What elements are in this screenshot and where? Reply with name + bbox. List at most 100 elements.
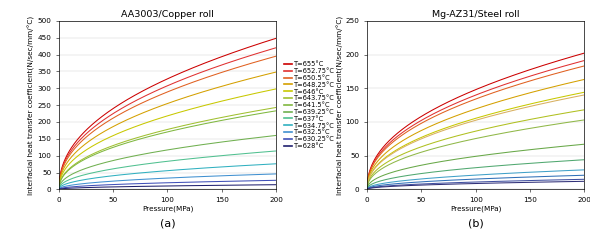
T=630°C (363, 188, 371, 191)
Line: T=605°C: T=605°C (367, 110, 584, 189)
T=632.5°C (233, 174, 240, 177)
Line: T=655°C: T=655°C (59, 38, 276, 189)
T=570°C (575, 178, 582, 181)
T=620°C (542, 75, 549, 78)
T=565°C (481, 182, 488, 185)
T=632.5°C (160, 177, 167, 180)
T=643.75°C (160, 129, 167, 132)
T=605°C (575, 109, 582, 112)
T=615°C (542, 88, 549, 90)
X-axis label: Pressure(MPa): Pressure(MPa) (142, 205, 193, 212)
T=648.25°C (160, 104, 167, 106)
T=646°C (273, 88, 280, 90)
T=600°C (493, 113, 500, 116)
T=634.75°C (55, 188, 63, 191)
T=637°C (173, 159, 180, 162)
T=639.25°C (273, 134, 280, 137)
T=652.75°C (173, 81, 180, 83)
T=646°C (173, 112, 180, 115)
T=605°C (542, 115, 549, 118)
T=639.25°C (233, 139, 240, 141)
T=628°C (159, 185, 166, 187)
T=600°C (467, 121, 474, 123)
T=632.5°C (173, 176, 180, 179)
Text: (b): (b) (468, 219, 483, 229)
T=620°C (581, 65, 588, 67)
T=634.75°C (160, 170, 167, 172)
T=652.75°C (233, 58, 240, 61)
T=585°C (467, 167, 474, 170)
T=648.25°C (273, 71, 280, 73)
Line: T=628°C: T=628°C (59, 185, 276, 189)
T=590°C (467, 156, 474, 158)
T=652.75°C (159, 87, 166, 89)
T=575°C (467, 178, 474, 181)
T=585°C (481, 166, 488, 168)
T=565°C (575, 180, 582, 183)
T=625°C (363, 188, 371, 191)
T=585°C (581, 158, 588, 161)
T=655°C (160, 79, 167, 82)
T=615°C (581, 78, 588, 81)
T=652.75°C (273, 46, 280, 49)
T=610°C (575, 92, 582, 95)
T=605°C (467, 131, 474, 134)
T=565°C (363, 188, 371, 191)
Line: T=648.25°C: T=648.25°C (59, 72, 276, 189)
T=575°C (575, 174, 582, 177)
T=655°C (55, 188, 63, 191)
T=628°C (273, 183, 280, 186)
T=605°C (363, 188, 371, 191)
T=650.5°C (273, 55, 280, 58)
T=628°C (55, 188, 63, 191)
T=628°C (185, 184, 192, 187)
T=655°C (233, 50, 240, 53)
T=590°C (581, 143, 588, 146)
T=639.25°C (185, 145, 192, 148)
T=648.25°C (185, 95, 192, 98)
T=580°C (493, 173, 500, 175)
T=630°C (493, 80, 500, 83)
T=646°C (160, 116, 167, 119)
T=630.25°C (273, 179, 280, 182)
T=632.5°C (159, 177, 166, 180)
T=632.5°C (55, 188, 63, 191)
Line: T=610°C: T=610°C (367, 92, 584, 189)
T=643.75°C (267, 107, 274, 110)
T=605°C (468, 131, 475, 134)
T=650.5°C (267, 56, 274, 59)
T=600°C (363, 188, 371, 191)
T=615°C (493, 101, 500, 104)
T=630°C (467, 91, 474, 93)
T=575°C (363, 188, 371, 191)
Line: T=641.5°C: T=641.5°C (59, 111, 276, 189)
T=652.75°C (160, 86, 167, 89)
Line: T=630.25°C: T=630.25°C (59, 180, 276, 189)
T=655°C (173, 73, 180, 76)
T=650.5°C (159, 93, 166, 95)
T=632.5°C (185, 176, 192, 179)
T=641.5°C (233, 116, 240, 119)
Line: T=615°C: T=615°C (367, 79, 584, 189)
T=585°C (542, 161, 549, 164)
T=639.25°C (267, 135, 274, 137)
T=630.25°C (173, 181, 180, 184)
Y-axis label: Interfacial heat transfer coefficient(N/sec/mm/°C): Interfacial heat transfer coefficient(N/… (336, 15, 343, 195)
T=650.5°C (185, 82, 192, 85)
Text: (a): (a) (160, 219, 175, 229)
T=630.25°C (55, 188, 63, 191)
T=570°C (363, 188, 371, 191)
T=585°C (363, 188, 371, 191)
Line: T=650.5°C: T=650.5°C (59, 56, 276, 189)
T=628°C (267, 183, 274, 186)
Line: T=580°C: T=580°C (367, 170, 584, 189)
Title: AA3003/Copper roll: AA3003/Copper roll (121, 10, 214, 19)
T=610°C (481, 114, 488, 117)
T=628°C (233, 184, 240, 186)
T=580°C (575, 169, 582, 171)
T=655°C (267, 39, 274, 41)
T=620°C (481, 94, 488, 97)
Title: Mg-AZ31/Steel roll: Mg-AZ31/Steel roll (432, 10, 519, 19)
T=580°C (481, 173, 488, 176)
T=590°C (363, 188, 371, 191)
